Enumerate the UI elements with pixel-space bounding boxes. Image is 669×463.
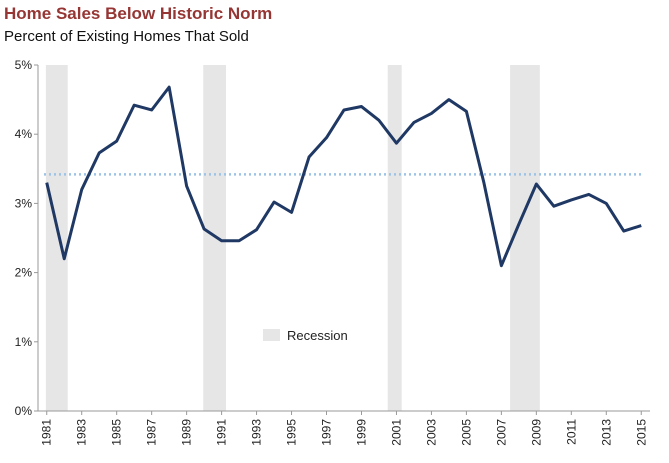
recession-band [203, 65, 226, 411]
x-tick-label: 1991 [215, 419, 229, 446]
recession-band [387, 65, 402, 411]
x-tick-label: 2015 [634, 419, 648, 446]
x-tick-label: 1999 [354, 419, 368, 446]
x-tick-label: 1981 [40, 419, 54, 446]
x-tick-label: 2001 [389, 419, 403, 446]
x-tick-label: 1993 [250, 419, 264, 446]
x-tick-label: 1985 [110, 419, 124, 446]
x-tick-label: 2007 [494, 419, 508, 446]
x-tick-label: 1987 [145, 419, 159, 446]
recession-band [45, 65, 68, 411]
x-tick-label: 2005 [459, 419, 473, 446]
data-line [45, 85, 642, 268]
y-tick-label: 1% [15, 335, 33, 349]
x-tick-label: 1997 [320, 419, 334, 446]
y-tick-label: 4% [15, 127, 33, 141]
legend-label: Recession [287, 328, 348, 343]
y-tick-label: 2% [15, 266, 33, 280]
x-tick-label: 1989 [180, 419, 194, 446]
x-tick-label: 1983 [75, 419, 89, 446]
x-tick-label: 2013 [599, 419, 613, 446]
y-tick-label: 3% [15, 196, 33, 210]
recession-band [510, 65, 540, 411]
chart-title: Home Sales Below Historic Norm [4, 4, 272, 23]
x-tick-label: 2003 [424, 419, 438, 446]
legend-swatch [263, 329, 280, 341]
y-tick-label: 0% [15, 404, 33, 418]
x-tick-label: 2009 [529, 419, 543, 446]
x-tick-label: 2011 [564, 419, 578, 445]
chart-subtitle: Percent of Existing Homes That Sold [4, 28, 249, 45]
x-tick-label: 1995 [285, 419, 299, 446]
y-tick-label: 5% [15, 58, 33, 72]
